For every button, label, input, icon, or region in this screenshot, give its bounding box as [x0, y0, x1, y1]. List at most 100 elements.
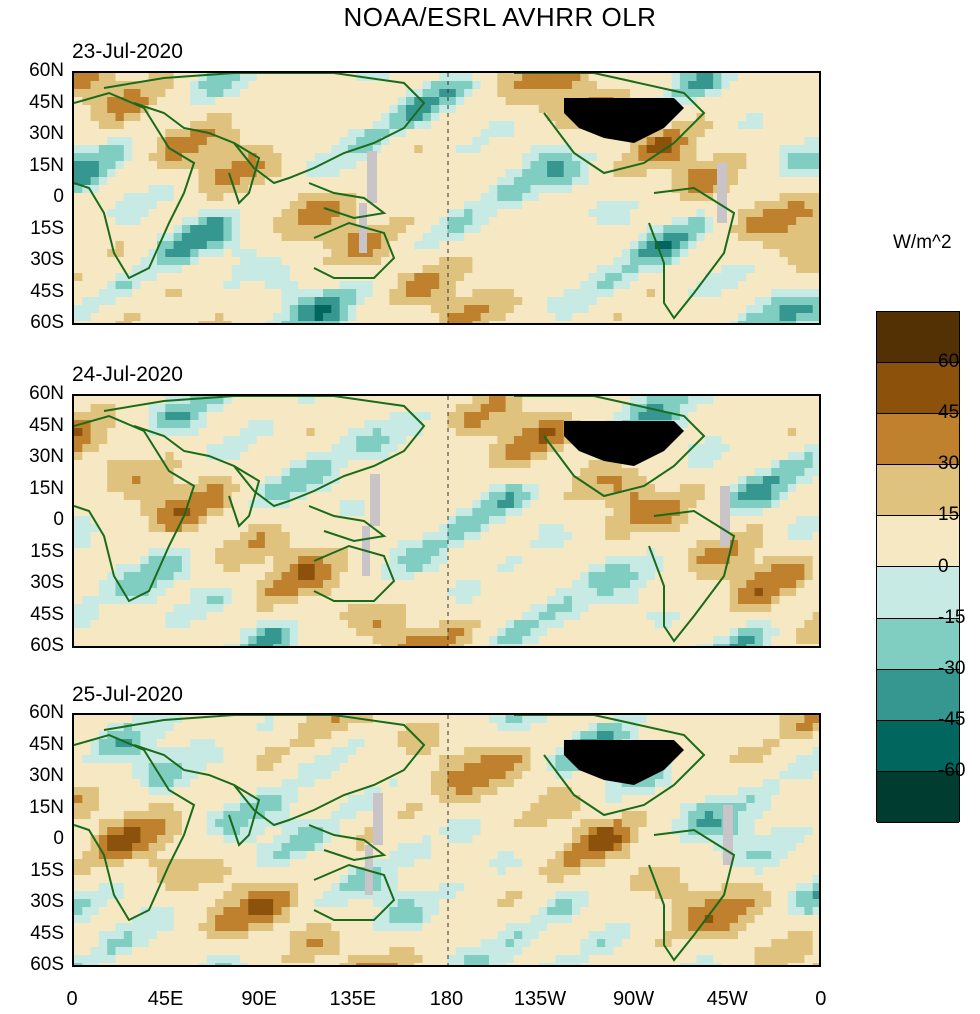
olr-cell	[173, 321, 183, 323]
olr-cell	[165, 137, 175, 146]
olr-cell	[314, 225, 324, 234]
olr-cell	[580, 476, 590, 485]
olr-cell	[455, 177, 465, 186]
olr-cell	[572, 217, 581, 226]
olr-cell	[198, 305, 208, 314]
olr-cell	[779, 185, 789, 194]
olr-cell	[281, 121, 291, 130]
olr-cell	[762, 145, 772, 154]
olr-cell	[630, 492, 639, 501]
olr-cell	[181, 225, 191, 234]
olr-cell	[248, 73, 258, 82]
olr-cell	[547, 241, 556, 250]
olr-cell	[240, 185, 249, 194]
olr-cell	[74, 129, 83, 138]
olr-cell	[530, 468, 540, 477]
olr-cell	[132, 241, 141, 250]
olr-cell	[406, 412, 415, 421]
olr-cell	[414, 556, 424, 565]
olr-cell	[264, 492, 274, 501]
olr-cell	[787, 460, 797, 469]
olr-cell	[679, 121, 689, 130]
olr-cell	[704, 321, 714, 323]
olr-cell	[754, 73, 764, 82]
olr-cell	[165, 516, 175, 525]
olr-cell	[447, 540, 457, 549]
olr-cell	[339, 321, 349, 323]
olr-cell	[397, 113, 407, 122]
olr-cell	[721, 460, 731, 469]
olr-cell	[762, 396, 772, 405]
olr-cell	[688, 177, 698, 186]
olr-cell	[721, 97, 731, 106]
olr-cell	[613, 412, 623, 421]
olr-cell	[630, 233, 639, 242]
olr-cell	[630, 209, 639, 218]
olr-cell	[240, 532, 249, 541]
olr-cell	[580, 396, 590, 405]
olr-cell	[588, 572, 598, 581]
olr-cell	[422, 468, 432, 477]
olr-cell	[98, 436, 108, 445]
olr-cell	[165, 484, 175, 493]
olr-cell	[513, 468, 523, 477]
olr-cell	[746, 548, 756, 557]
olr-cell	[356, 572, 366, 581]
olr-cell	[588, 524, 598, 533]
olr-cell	[646, 193, 656, 202]
olr-cell	[123, 564, 133, 573]
olr-cell	[547, 265, 556, 274]
olr-cell	[630, 265, 639, 274]
olr-cell	[555, 121, 565, 130]
olr-cell	[173, 428, 183, 437]
olr-cell	[240, 265, 249, 274]
olr-cell	[522, 404, 532, 413]
olr-cell	[804, 289, 814, 298]
olr-cell	[364, 89, 374, 98]
olr-cell	[190, 169, 200, 178]
olr-cell	[679, 484, 689, 493]
olr-cell	[82, 297, 92, 306]
olr-cell	[671, 281, 681, 290]
olr-cell	[107, 201, 117, 210]
olr-cell	[98, 572, 108, 581]
olr-cell	[638, 185, 648, 194]
olr-cell	[306, 548, 316, 557]
olr-cell	[215, 436, 224, 445]
olr-cell	[754, 492, 764, 501]
olr-cell	[588, 185, 598, 194]
olr-cell	[738, 396, 747, 405]
olr-cell	[762, 201, 772, 210]
olr-cell	[572, 460, 581, 469]
olr-cell	[273, 452, 283, 461]
olr-cell	[563, 129, 573, 138]
olr-cell	[422, 249, 432, 258]
olr-cell	[289, 572, 299, 581]
olr-cell	[157, 305, 166, 314]
olr-cell	[306, 281, 316, 290]
olr-cell	[381, 145, 390, 154]
olr-cell	[489, 209, 498, 218]
olr-cell	[646, 201, 656, 210]
olr-cell	[364, 233, 374, 242]
olr-cell	[505, 404, 515, 413]
olr-cell	[547, 508, 556, 517]
olr-cell	[157, 249, 166, 258]
olr-cell	[422, 572, 432, 581]
olr-cell	[206, 265, 216, 274]
olr-cell	[248, 113, 258, 122]
olr-cell	[688, 137, 698, 146]
olr-cell	[613, 508, 623, 517]
olr-cell	[729, 556, 739, 565]
olr-cell	[82, 436, 92, 445]
olr-cell	[406, 313, 415, 322]
olr-cell	[555, 524, 565, 533]
olr-cell	[671, 484, 681, 493]
olr-cell	[621, 412, 631, 421]
olr-cell	[638, 169, 648, 178]
olr-cell	[123, 508, 133, 517]
olr-cell	[422, 289, 432, 298]
olr-cell	[812, 297, 819, 306]
olr-cell	[289, 241, 299, 250]
olr-cell	[455, 321, 465, 323]
